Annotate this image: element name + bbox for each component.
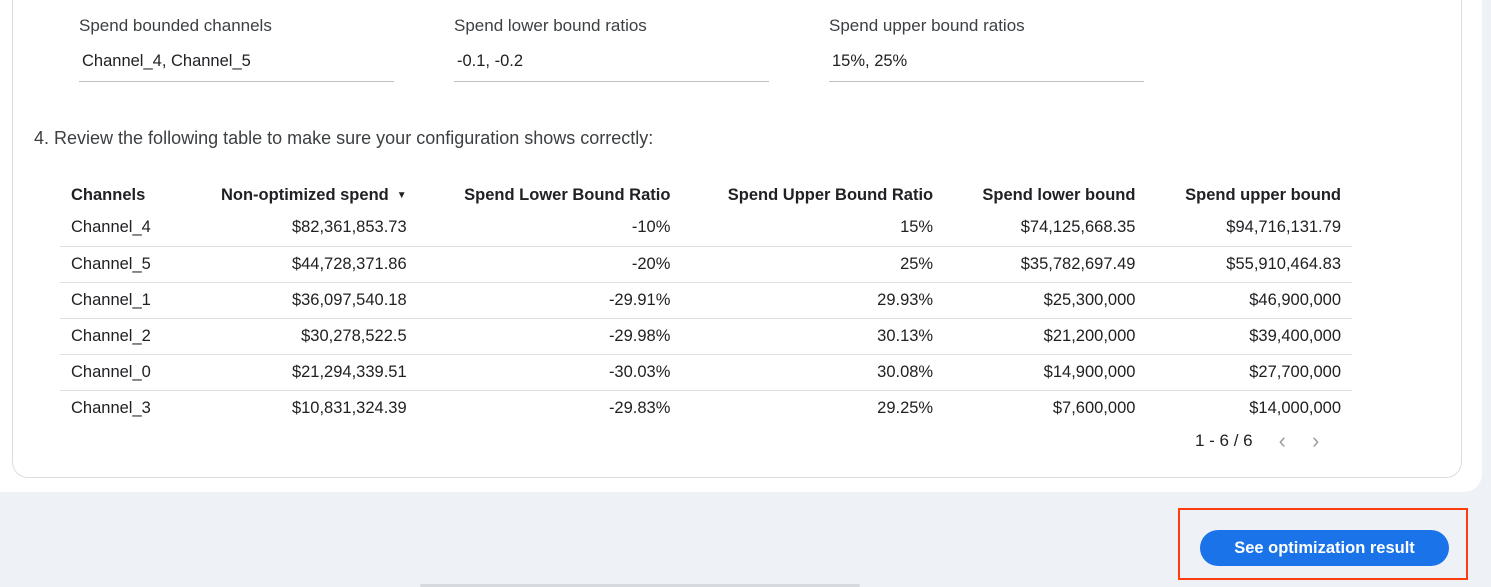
table-cell: 30.13% [681,318,945,355]
table-cell: Channel_4 [60,210,178,247]
column-header[interactable]: Spend upper bound [1146,180,1352,210]
chevron-left-icon[interactable]: ‹ [1278,428,1286,453]
table-cell: $21,200,000 [944,318,1147,355]
table-cell: 29.93% [681,282,945,319]
table-cell: 15% [681,210,945,247]
config-table: Channels Non-optimized spend ▼ Spend Lower … [60,180,1352,426]
table-cell: Channel_2 [60,318,178,355]
table-row: Channel_3 $10,831,324.39 -29.83% 29.25% $7,6… [60,390,1352,426]
table-row: Channel_0 $21,294,339.51 -30.03% 30.08% $14,… [60,354,1352,391]
table-cell: $7,600,000 [1052,398,1136,417]
spend-bounded-channels-field[interactable]: Spend bounded channels Channel_4, Channe… [79,16,394,82]
table-cell: $27,700,000 [1146,354,1352,391]
column-header-label: Spend upper bound [1185,185,1341,204]
spend-lower-bound-ratios-field[interactable]: Spend lower bound ratios -0.1, -0.2 [454,16,769,82]
table-cell: Channel_0 [60,354,178,391]
table-cell: Channel_1 [60,282,178,319]
column-header[interactable]: Spend lower bound [944,180,1146,210]
table-cell: Channel_5 [60,246,178,283]
table-cell: $30,278,522.5 [177,318,418,355]
table-cell: $14,900,000 [944,354,1147,391]
column-header[interactable]: Non-optimized spend ▼ [178,180,418,210]
table-row: Channel_4 $82,361,853.73 -10% 15% $74,125,66… [60,210,1352,247]
table-cell: $44,728,371.86 [177,246,418,283]
table-cell: -29.91% [417,282,682,319]
table-cell: -29.83% [608,398,671,417]
table-cell: -30.03% [417,354,682,391]
instruction-text: 4. Review the following table to make su… [34,128,654,148]
column-header-label: Spend lower bound [982,185,1136,204]
table-cell: $21,294,339.51 [177,354,418,391]
content-panel: Spend bounded channels Channel_4, Channe… [0,0,1482,492]
highlight-box [1178,508,1468,580]
table-cell: Channel_3 [71,398,151,417]
table-cell: 29.25% [877,398,934,417]
table-row: Channel_5 $44,728,371.86 -20% 25% $35,782,69… [60,246,1352,283]
table-row: Channel_2 $30,278,522.5 -29.98% 30.13% $21,2… [60,318,1352,355]
table-cell: $25,300,000 [944,282,1147,319]
bottom-bar [420,584,860,587]
table-cell: 30.08% [681,354,945,391]
table-cell: -20% [417,246,682,283]
column-header-label: Channels [71,185,146,204]
table-cell: $39,400,000 [1146,318,1352,355]
table-cell: -29.98% [417,318,682,355]
pagination: 1 - 6 / 6 ‹ › [1195,428,1319,454]
table-cell: $55,910,464.83 [1146,246,1352,283]
table-cell: $35,782,697.49 [944,246,1147,283]
page-range: 1 - 6 / 6 [1195,431,1253,450]
table-cell: $46,900,000 [1146,282,1352,319]
spend-upper-bound-ratios-field[interactable]: Spend upper bound ratios 15%, 25% [829,16,1144,82]
table-cell: -10% [417,210,682,247]
column-header-label: Spend Upper Bound Ratio [727,185,934,204]
table-cell: $82,361,853.73 [177,210,418,247]
sort-desc-icon[interactable]: ▼ [396,189,407,201]
table-cell: 25% [681,246,945,283]
chevron-right-icon[interactable]: › [1311,428,1320,453]
column-header[interactable]: Spend Lower Bound Ratio [418,180,682,210]
table-cell: $36,097,540.18 [177,282,418,319]
table-cell: $74,125,668.35 [944,210,1147,247]
column-header[interactable]: Channels [60,180,178,210]
table-cell: $10,831,324.39 [291,398,407,417]
column-header[interactable]: Spend Upper Bound Ratio [681,180,944,210]
table-cell: $14,000,000 [1249,398,1341,417]
column-header-label: Spend Lower Bound Ratio [464,185,671,204]
table-row: Channel_1 $36,097,540.18 -29.91% 29.93% $25,… [60,282,1352,319]
table-cell: $94,716,131.79 [1146,210,1352,247]
see-optimization-result-button[interactable]: See optimization result [1200,530,1449,566]
column-header-label: Non-optimized spend [220,185,389,204]
